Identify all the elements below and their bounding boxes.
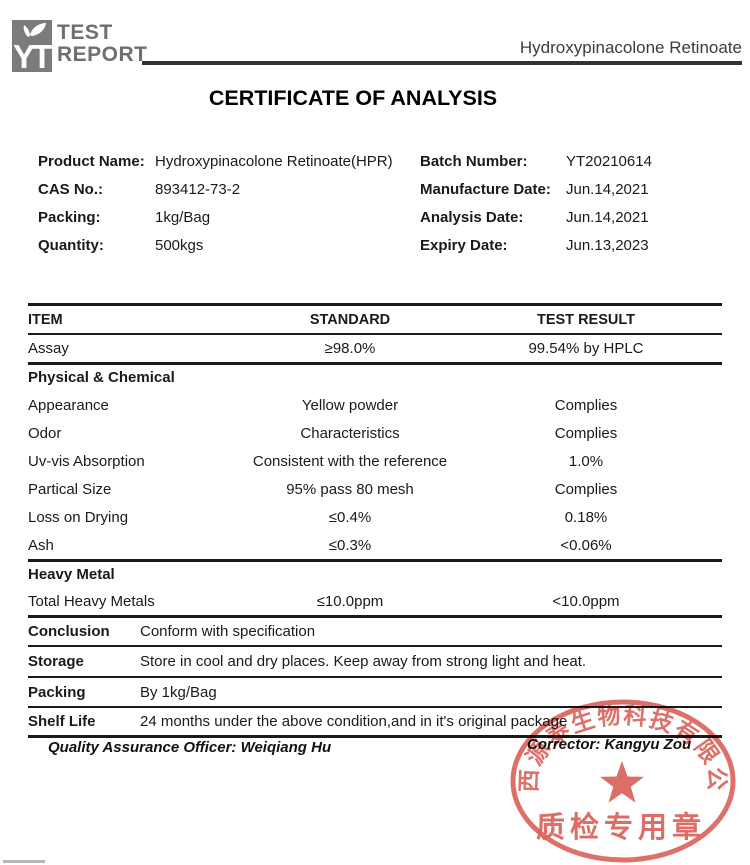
cell-standard: Yellow powder [301, 396, 399, 414]
cell-result: <0.06% [560, 536, 612, 554]
page-title: CERTIFICATE OF ANALYSIS [208, 86, 498, 110]
table-row: Ash ≤0.3% <0.06% [28, 531, 722, 562]
table-row: Appearance Yellow powder Complies [28, 391, 722, 419]
cell-standard: Consistent with the reference [252, 452, 448, 470]
stamp-bottom-text: 质检专用章 [536, 810, 706, 844]
product-info-right: Batch Number: YT20210614 Manufacture Dat… [420, 147, 652, 259]
info-value: 1kg/Bag [155, 208, 211, 226]
info-value: 893412-73-2 [155, 180, 241, 198]
table-row: Loss on Drying ≤0.4% 0.18% [28, 503, 722, 531]
cell-result: <10.0ppm [552, 593, 620, 610]
info-label: Batch Number: [420, 152, 528, 170]
logo-word-test: TEST [57, 21, 113, 44]
info-label: Analysis Date: [420, 208, 524, 226]
cell-result: 1.0% [568, 452, 604, 470]
cell-standard: ≥98.0% [324, 340, 376, 357]
info-row: Manufacture Date: Jun.14,2021 [420, 175, 652, 203]
cell-result: 99.54% by HPLC [528, 340, 644, 357]
cell-result: 0.18% [564, 508, 608, 526]
cell-item: Ash [28, 536, 54, 554]
info-label: CAS No.: [38, 180, 103, 198]
analysis-table: ITEM STANDARD TEST RESULT Assay ≥98.0% 9… [28, 303, 722, 738]
cell-item: Uv-vis Absorption [28, 452, 145, 470]
column-header-result: TEST RESULT [536, 311, 635, 328]
info-value: Hydroxypinacolone Retinoate(HPR) [155, 152, 393, 170]
info-row: Analysis Date: Jun.14,2021 [420, 203, 652, 231]
packing-row: Packing By 1kg/Bag [28, 678, 722, 708]
leaf-icon [23, 25, 30, 37]
footer-label: Shelf Life [28, 713, 96, 730]
cell-standard: Characteristics [300, 424, 400, 442]
conclusion-row: Conclusion Conform with specification [28, 618, 722, 647]
info-row: CAS No.: 893412-73-2 [38, 175, 393, 203]
info-label: Quantity: [38, 236, 104, 254]
info-value: Jun.14,2021 [566, 208, 649, 226]
leaf-icon [30, 23, 46, 36]
storage-row: Storage Store in cool and dry places. Ke… [28, 647, 722, 678]
section-header-heavy-metal: Heavy Metal [28, 566, 115, 583]
info-row: Packing: 1kg/Bag [38, 203, 393, 231]
header-product-name: Hydroxypinacolone Retinoate [519, 38, 742, 57]
footer-value: Store in cool and dry places. Keep away … [140, 653, 587, 670]
company-stamp: 陕西源泰生物科技有限公司 质检专用章 [495, 688, 736, 863]
product-info-left: Product Name: Hydroxypinacolone Retinoat… [38, 147, 393, 259]
corrector-signature: Corrector: Kangyu Zou [527, 736, 692, 753]
scrollbar-fragment [3, 860, 45, 863]
qa-officer-signature: Quality Assurance Officer: Weiqiang Hu [48, 739, 332, 756]
table-row: Assay ≥98.0% 99.54% by HPLC [28, 335, 722, 365]
header-divider [142, 61, 742, 65]
info-label: Manufacture Date: [420, 180, 551, 198]
footer-value: Conform with specification [140, 623, 316, 640]
info-row: Batch Number: YT20210614 [420, 147, 652, 175]
section-header-physical: Physical & Chemical [28, 369, 175, 386]
shelf-life-row: Shelf Life 24 months under the above con… [28, 708, 722, 738]
company-logo: YT [12, 20, 55, 75]
footer-value: 24 months under the above condition,and … [140, 713, 568, 730]
footer-label: Packing [28, 683, 86, 701]
info-row: Quantity: 500kgs [38, 231, 393, 259]
cell-item: Odor [28, 424, 62, 442]
footer-label: Storage [28, 653, 84, 670]
cell-standard: ≤10.0ppm [316, 593, 384, 610]
table-row: Partical Size 95% pass 80 mesh Complies [28, 475, 722, 503]
cell-item: Loss on Drying [28, 508, 129, 526]
info-row: Product Name: Hydroxypinacolone Retinoat… [38, 147, 393, 175]
cell-result: Complies [554, 396, 618, 414]
table-row: Uv-vis Absorption Consistent with the re… [28, 447, 722, 475]
stamp-ring [510, 699, 736, 863]
cell-result: Complies [554, 480, 618, 498]
info-value: YT20210614 [566, 152, 652, 170]
info-value: 500kgs [155, 236, 204, 254]
table-row: Total Heavy Metals ≤10.0ppm <10.0ppm [28, 588, 722, 618]
cell-item: Partical Size [28, 480, 112, 498]
info-label: Packing: [38, 208, 101, 226]
info-label: Product Name: [38, 152, 145, 170]
logo-monogram: YT [13, 38, 52, 72]
info-label: Expiry Date: [420, 236, 508, 254]
info-value: Jun.14,2021 [566, 180, 649, 198]
cell-result: Complies [554, 424, 618, 442]
cell-item: Total Heavy Metals [28, 593, 155, 610]
logo-word-report: REPORT [57, 43, 148, 66]
cell-standard: ≤0.4% [328, 508, 372, 526]
footer-value: By 1kg/Bag [140, 683, 217, 701]
info-value: Jun.13,2023 [566, 236, 649, 254]
info-row: Expiry Date: Jun.13,2023 [420, 231, 652, 259]
star-icon [600, 761, 644, 803]
table-row: Odor Characteristics Complies [28, 419, 722, 447]
yt-logo-icon: YT [12, 20, 55, 75]
cell-item: Assay [28, 340, 69, 357]
column-header-standard: STANDARD [309, 311, 391, 328]
table-header-row: ITEM STANDARD TEST RESULT [28, 303, 722, 335]
cell-item: Appearance [28, 396, 109, 414]
cell-standard: 95% pass 80 mesh [286, 480, 414, 498]
logo-wordmark: TEST REPORT [57, 22, 148, 66]
column-header-item: ITEM [28, 311, 63, 328]
cell-standard: ≤0.3% [328, 536, 372, 554]
footer-label: Conclusion [28, 623, 110, 640]
